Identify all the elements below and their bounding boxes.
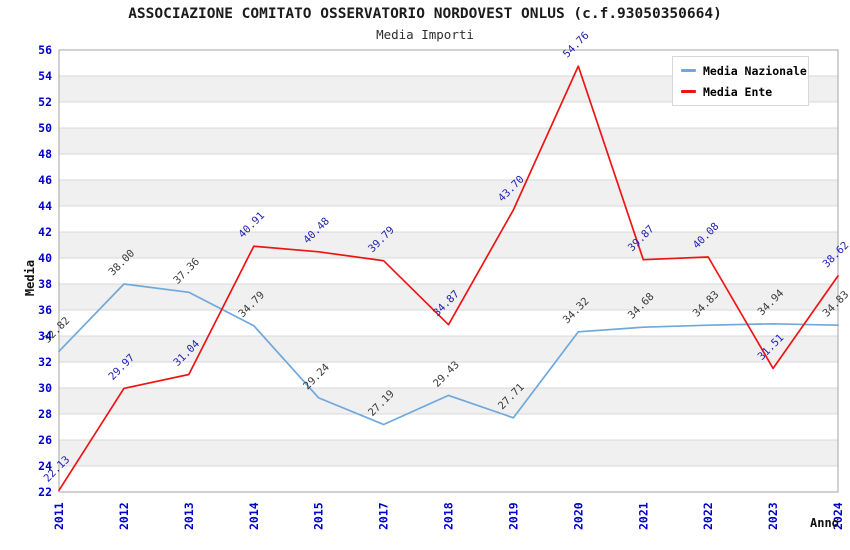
x-tick-label: 2017 — [377, 502, 391, 530]
data-label: 54.76 — [561, 30, 592, 61]
legend: Media Nazionale Media Ente — [672, 56, 809, 106]
y-tick-label: 46 — [38, 173, 52, 187]
y-tick-label: 42 — [38, 225, 52, 239]
data-label: 37.36 — [171, 256, 202, 287]
x-tick-label: 2021 — [636, 502, 650, 530]
y-tick-label: 30 — [38, 381, 52, 395]
chart-title: ASSOCIAZIONE COMITATO OSSERVATORIO NORDO… — [128, 6, 722, 22]
grid-band — [59, 180, 838, 206]
x-tick-label: 2011 — [52, 502, 66, 530]
x-tick-label: 2013 — [182, 502, 196, 530]
y-tick-label: 50 — [38, 121, 52, 135]
x-tick-label: 2019 — [506, 502, 520, 530]
y-tick-label: 54 — [38, 69, 52, 83]
y-tick-label: 34 — [38, 329, 52, 343]
y-tick-label: 52 — [38, 95, 52, 109]
legend-item-media-nazionale: Media Nazionale — [681, 64, 807, 78]
y-tick-label: 28 — [38, 407, 52, 421]
x-tick-label: 2015 — [312, 502, 326, 530]
x-tick-label: 2014 — [247, 502, 261, 530]
y-axis-title: Media — [23, 259, 37, 297]
x-tick-label: 2024 — [831, 502, 845, 530]
x-tick-label: 2020 — [571, 502, 585, 530]
legend-item-media-ente: Media Ente — [681, 85, 800, 99]
x-tick-label: 2023 — [766, 502, 780, 530]
y-tick-label: 24 — [38, 459, 52, 473]
legend-label-media-nazionale: Media Nazionale — [703, 63, 807, 78]
y-tick-label: 56 — [38, 43, 52, 57]
legend-line-swatch-ente-icon — [681, 90, 696, 93]
series-line-0 — [58, 283, 839, 426]
y-tick-label: 36 — [38, 303, 52, 317]
legend-line-swatch-nazionale-icon — [681, 69, 696, 72]
y-tick-label: 22 — [38, 485, 52, 499]
legend-label-media-ente: Media Ente — [703, 84, 773, 99]
y-tick-label: 40 — [38, 251, 52, 265]
plot-border — [58, 49, 839, 493]
chart-subtitle: Media Importi — [376, 27, 474, 42]
grid-band — [59, 336, 838, 362]
data-label: 29.43 — [431, 359, 462, 390]
x-tick-label: 2018 — [442, 502, 456, 530]
y-tick-label: 32 — [38, 355, 52, 369]
x-tick-label: 2022 — [701, 502, 715, 530]
grid-band — [59, 284, 838, 310]
grid-band — [59, 232, 838, 258]
grid-band — [59, 388, 838, 414]
y-tick-label: 44 — [38, 199, 52, 213]
y-tick-label: 26 — [38, 433, 52, 447]
series-line-1 — [58, 65, 839, 492]
grid-band — [59, 128, 838, 154]
y-tick-label: 48 — [38, 147, 52, 161]
x-tick-label: 2012 — [117, 502, 131, 530]
x-axis-title: Anno — [810, 516, 839, 530]
y-tick-label: 38 — [38, 277, 52, 291]
grid-band — [59, 440, 838, 466]
